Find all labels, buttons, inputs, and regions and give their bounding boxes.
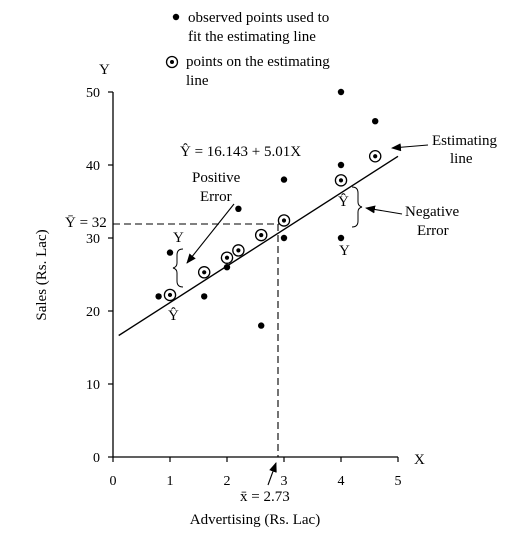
positive-error-label-2: Error: [200, 189, 232, 205]
legend-dot-icon: [172, 13, 180, 21]
observed-point-4: [235, 205, 242, 212]
observed-points: [155, 88, 379, 329]
legend-line-points-line2: line: [186, 73, 209, 89]
mean-y-label: Ȳ = 32: [65, 215, 107, 231]
observed-point-1: [166, 249, 174, 256]
line-point-2: [220, 251, 234, 264]
observed-point-3: [223, 264, 231, 271]
legend-circled-dot-icon: [165, 55, 179, 69]
negative-error-brace: [351, 186, 363, 228]
x-tick-label-4: 4: [338, 474, 345, 489]
y-tick-label-4: 40: [86, 159, 100, 174]
equation-label: Ŷ = 16.143 + 5.01X: [180, 143, 301, 160]
x-tick-label-1: 1: [167, 474, 174, 489]
x-axis-letter: X: [414, 452, 425, 468]
observed-point-6: [280, 176, 288, 183]
negative-error-label-1: Negative: [405, 204, 459, 220]
positive-error-arrow: [186, 203, 235, 264]
line-point-5: [277, 214, 291, 227]
line-point-1: [197, 266, 211, 279]
negative-error-label-2: Error: [417, 223, 449, 239]
estimating-line: [118, 155, 399, 337]
x-tick-label-5: 5: [395, 474, 402, 489]
negative-error-y-hat-label: Ŷ: [338, 193, 349, 210]
observed-point-8: [337, 88, 345, 96]
y-axis-title: Sales (Rs. Lac): [34, 229, 50, 320]
legend-observed-line1: observed points used to: [188, 10, 329, 26]
x-tick-label-2: 2: [224, 474, 231, 489]
mean-x-label: x̄ = 2.73: [240, 489, 290, 505]
estimating-line-label-1: Estimating: [432, 133, 497, 149]
y-tick-label-5: 50: [86, 86, 100, 101]
line-point-0: [163, 288, 177, 302]
y-tick-label-3: 30: [86, 232, 100, 247]
observed-point-9: [337, 161, 345, 169]
line-point-6: [334, 174, 348, 187]
x-tick-label-3: 3: [281, 474, 288, 489]
x-axis-title: Advertising (Rs. Lac): [190, 512, 320, 528]
observed-point-0: [155, 293, 162, 300]
positive-error-brace: [172, 248, 184, 288]
line-points: [163, 149, 382, 302]
estimating-line-arrow: [391, 143, 429, 152]
negative-error-arrow: [365, 205, 403, 215]
line-point-7: [368, 149, 382, 163]
y-tick-label-0: 0: [93, 451, 100, 466]
positive-error-yhat-label: Ŷ: [168, 307, 179, 324]
line-point-3: [232, 244, 245, 257]
negative-error-y-label: Y: [339, 243, 350, 259]
legend-circled-dot-center: [170, 60, 174, 64]
positive-error-y-label: Y: [173, 230, 184, 246]
observed-point-7: [280, 234, 288, 242]
x-tick-label-0: 0: [110, 474, 117, 489]
estimating-line-label-2: line: [450, 151, 473, 167]
observed-point-5: [258, 322, 265, 329]
observed-point-2: [201, 293, 208, 300]
legend-observed-line2: fit the estimating line: [188, 29, 316, 45]
observed-point-11: [372, 118, 379, 125]
observed-point-10: [337, 234, 345, 242]
y-axis-letter: Y: [99, 62, 110, 78]
y-tick-label-1: 10: [86, 378, 100, 393]
y-tick-label-2: 20: [86, 305, 100, 320]
legend-line-points-line1: points on the estimating: [186, 54, 330, 70]
line-point-4: [254, 228, 268, 242]
mean-x-arrow: [267, 462, 277, 486]
positive-error-label-1: Positive: [192, 170, 241, 186]
